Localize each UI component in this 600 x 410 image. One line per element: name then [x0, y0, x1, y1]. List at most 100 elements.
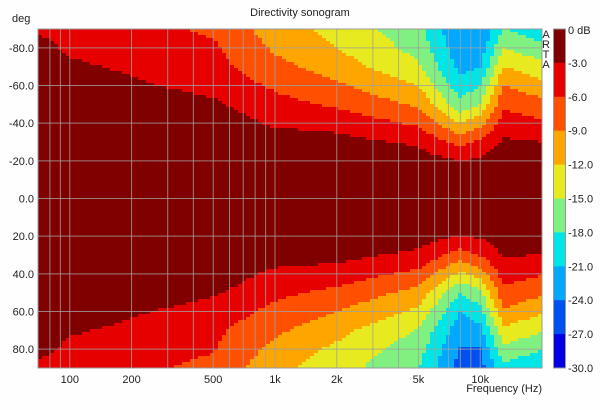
- sonogram-cell: [490, 29, 494, 56]
- sonogram-cell: [530, 278, 534, 299]
- sonogram-cell: [354, 29, 358, 59]
- sonogram-cell: [334, 311, 338, 341]
- sonogram-cell: [102, 68, 106, 326]
- sonogram-cell: [538, 254, 542, 275]
- sonogram-cell: [274, 92, 278, 128]
- sonogram-cell: [258, 308, 262, 350]
- sonogram-cell: [278, 299, 282, 335]
- sonogram-cell: [486, 68, 490, 86]
- sonogram-cell: [526, 56, 530, 74]
- sonogram-cell: [498, 56, 502, 74]
- sonogram-cell: [366, 116, 370, 140]
- sonogram-cell: [346, 335, 350, 368]
- sonogram-cell: [310, 266, 314, 290]
- sonogram-cell: [514, 359, 518, 368]
- plot-frame: [37, 28, 543, 369]
- sonogram-cell: [442, 29, 446, 35]
- sonogram-cell: [306, 293, 310, 323]
- sonogram-cell: [530, 140, 534, 254]
- sonogram-cell: [258, 29, 262, 38]
- sonogram-cell: [374, 95, 378, 119]
- sonogram-cell: [486, 260, 490, 275]
- sonogram-cell: [414, 248, 418, 269]
- sonogram-cell: [438, 299, 442, 320]
- sonogram-cell: [522, 320, 526, 338]
- sonogram-cell: [526, 356, 530, 368]
- sonogram-cell: [230, 326, 234, 368]
- sonogram-cell: [282, 95, 286, 128]
- sonogram-cell: [350, 113, 354, 137]
- sonogram-cell: [342, 308, 346, 338]
- sonogram-cell: [198, 356, 202, 368]
- sonogram-cell: [378, 353, 382, 368]
- sonogram-cell: [378, 98, 382, 119]
- sonogram-cell: [154, 311, 158, 368]
- sonogram-cell: [514, 281, 518, 305]
- sonogram-cell: [358, 89, 362, 113]
- sonogram-cell: [94, 29, 98, 65]
- sonogram-cell: [454, 320, 458, 359]
- sonogram-cell: [346, 134, 350, 260]
- sonogram-cell: [514, 71, 518, 89]
- sonogram-cell: [178, 29, 182, 89]
- sonogram-cell: [442, 281, 446, 293]
- sonogram-cell: [362, 326, 366, 368]
- sonogram-cell: [382, 275, 386, 296]
- sonogram-cell: [350, 86, 354, 113]
- sonogram-cell: [502, 326, 506, 344]
- sonogram-cell: [370, 278, 374, 299]
- sonogram-cell: [234, 287, 238, 323]
- sonogram-cell: [450, 287, 454, 302]
- sonogram-cell: [254, 29, 258, 35]
- sonogram-cell: [254, 275, 258, 311]
- sonogram-cell: [202, 35, 206, 95]
- sonogram-cell: [422, 29, 426, 71]
- sonogram-cell: [262, 347, 266, 368]
- sonogram-cell: [254, 83, 258, 119]
- sonogram-cell: [142, 29, 146, 80]
- sonogram-cell: [258, 38, 262, 83]
- sonogram-cell: [462, 74, 466, 95]
- sonogram-cell: [330, 107, 334, 131]
- sonogram-cell: [482, 257, 486, 272]
- sonogram-cell: [530, 116, 534, 140]
- sonogram-cell: [286, 266, 290, 296]
- sonogram-cell: [466, 110, 470, 119]
- sonogram-cell: [510, 359, 514, 368]
- sonogram-cell: [422, 299, 426, 320]
- sonogram-cell: [430, 29, 434, 53]
- sonogram-cell: [38, 359, 42, 368]
- sonogram-cell: [382, 296, 386, 320]
- sonogram-cell: [462, 296, 466, 314]
- sonogram-cell: [410, 125, 414, 146]
- sonogram-cell: [390, 101, 394, 122]
- sonogram-cell: [266, 125, 270, 269]
- sonogram-cell: [278, 128, 282, 266]
- sonogram-cell: [430, 119, 434, 134]
- sonogram-cell: [358, 29, 362, 62]
- sonogram-cell: [482, 29, 486, 53]
- sonogram-cell: [242, 113, 246, 281]
- colorbar-swatch: [554, 334, 565, 369]
- sonogram-cell: [486, 290, 490, 308]
- sonogram-cell: [454, 110, 458, 122]
- sonogram-cell: [530, 353, 534, 368]
- sonogram-cell: [378, 254, 382, 275]
- y-tick-label: -80.0: [9, 43, 34, 55]
- sonogram-cell: [354, 305, 358, 329]
- sonogram-cell: [270, 89, 274, 128]
- sonogram-cell: [74, 335, 78, 368]
- sonogram-cell: [318, 74, 322, 104]
- sonogram-cell: [98, 65, 102, 329]
- sonogram-cell: [222, 29, 226, 53]
- sonogram-cell: [490, 131, 494, 149]
- sonogram-cell: [230, 107, 234, 287]
- y-tick-label: -60.0: [9, 81, 34, 93]
- sonogram-cell: [470, 143, 474, 158]
- sonogram-cell: [266, 47, 270, 89]
- sonogram-cell: [534, 353, 538, 368]
- sonogram-cell: [450, 89, 454, 107]
- sonogram-cell: [438, 239, 442, 257]
- sonogram-cell: [502, 68, 506, 86]
- sonogram-cell: [494, 347, 498, 368]
